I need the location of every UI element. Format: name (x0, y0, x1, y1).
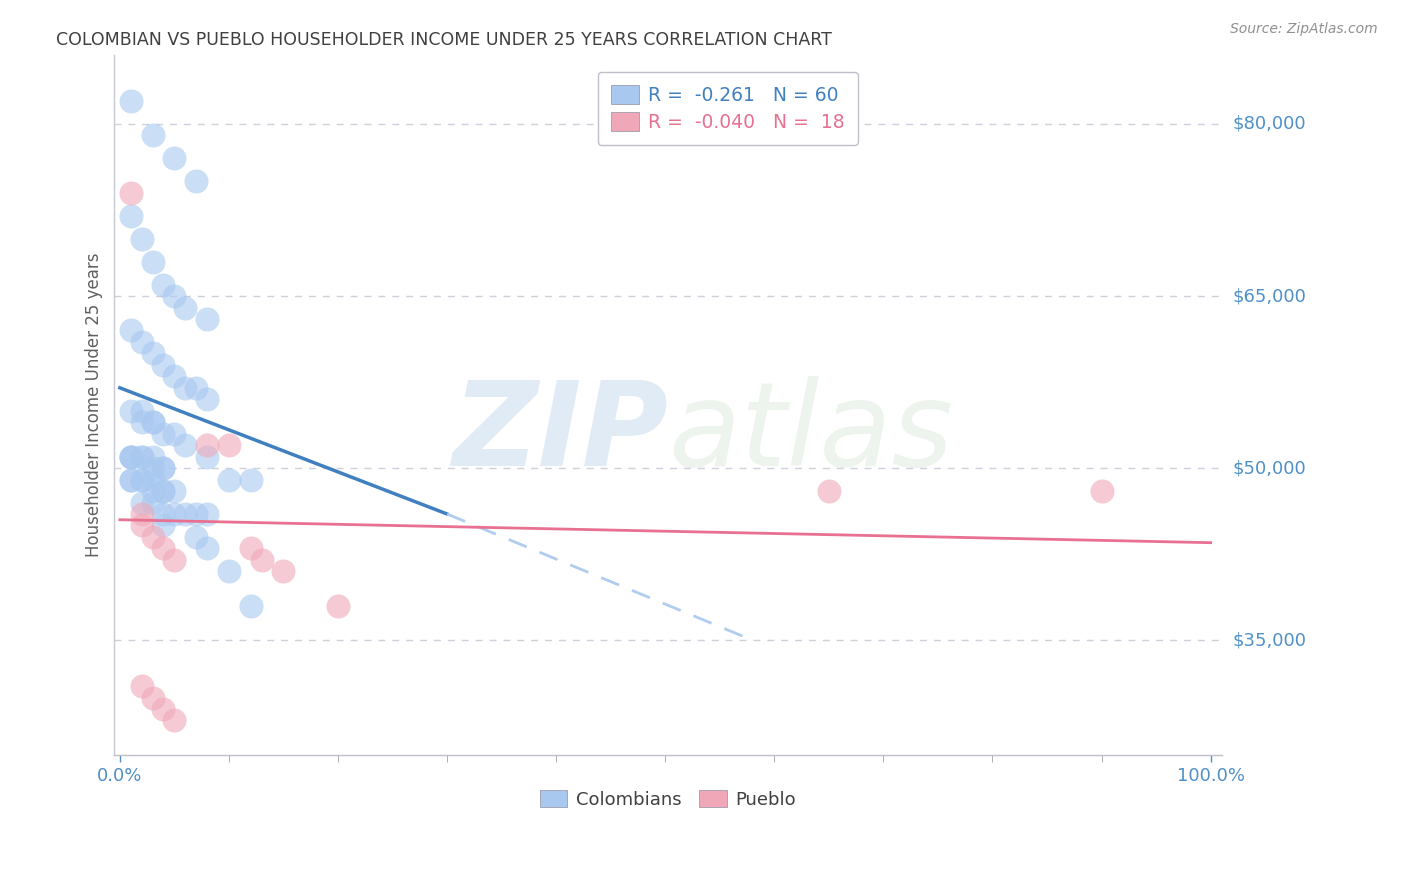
Point (131, 450, 153, 464)
Point (142, 690, 165, 705)
Point (152, 277, 174, 292)
Point (152, 507, 174, 521)
Point (142, 530, 165, 544)
Text: atlas: atlas (668, 376, 953, 490)
Point (250, 553, 273, 567)
Point (326, 599, 349, 613)
Point (120, 473, 142, 487)
Point (120, 473, 142, 487)
Point (163, 553, 186, 567)
Point (195, 392, 218, 407)
Point (163, 714, 186, 728)
Point (131, 415, 153, 429)
Point (163, 152, 186, 166)
Point (195, 541, 218, 556)
Point (142, 346, 165, 360)
Point (152, 518, 174, 533)
Text: ZIP: ZIP (451, 376, 668, 491)
Point (120, 450, 142, 464)
Point (239, 473, 262, 487)
Point (163, 507, 186, 521)
Point (131, 450, 153, 464)
Point (152, 461, 174, 475)
Point (120, 94, 142, 108)
Point (131, 403, 153, 417)
Point (120, 323, 142, 337)
Point (239, 541, 262, 556)
Point (152, 426, 174, 441)
Point (195, 507, 218, 521)
Point (142, 450, 165, 464)
Point (142, 461, 165, 475)
Point (152, 461, 174, 475)
Point (163, 289, 186, 303)
Point (120, 186, 142, 200)
Point (186, 174, 208, 188)
Text: $35,000: $35,000 (1233, 632, 1306, 649)
Point (163, 369, 186, 384)
Point (1090, 484, 1112, 499)
Text: Source: ZipAtlas.com: Source: ZipAtlas.com (1230, 22, 1378, 37)
Point (163, 484, 186, 499)
Point (120, 450, 142, 464)
Point (152, 358, 174, 372)
Point (131, 507, 153, 521)
Point (195, 312, 218, 326)
Point (131, 473, 153, 487)
Point (273, 565, 295, 579)
Point (218, 438, 240, 452)
Point (131, 473, 153, 487)
Point (174, 438, 197, 452)
Point (218, 565, 240, 579)
Point (195, 438, 218, 452)
Point (174, 507, 197, 521)
Point (186, 381, 208, 395)
Point (195, 450, 218, 464)
Point (142, 415, 165, 429)
Point (186, 507, 208, 521)
Point (152, 484, 174, 499)
Text: COLOMBIAN VS PUEBLO HOUSEHOLDER INCOME UNDER 25 YEARS CORRELATION CHART: COLOMBIAN VS PUEBLO HOUSEHOLDER INCOME U… (56, 31, 832, 49)
Point (218, 473, 240, 487)
Point (818, 484, 841, 499)
Point (152, 484, 174, 499)
Point (174, 381, 197, 395)
Point (120, 209, 142, 223)
Legend: Colombians, Pueblo: Colombians, Pueblo (533, 782, 803, 816)
Point (142, 473, 165, 487)
Point (152, 541, 174, 556)
Text: $80,000: $80,000 (1233, 115, 1306, 133)
Point (131, 232, 153, 246)
Point (142, 484, 165, 499)
Point (239, 599, 262, 613)
Point (142, 415, 165, 429)
Y-axis label: Householder Income Under 25 years: Householder Income Under 25 years (86, 252, 103, 558)
Point (152, 702, 174, 716)
Point (142, 495, 165, 509)
Point (186, 530, 208, 544)
Point (131, 334, 153, 349)
Point (142, 128, 165, 143)
Point (131, 679, 153, 693)
Point (174, 301, 197, 315)
Point (131, 518, 153, 533)
Point (163, 426, 186, 441)
Point (131, 495, 153, 509)
Text: $65,000: $65,000 (1233, 287, 1306, 305)
Point (120, 403, 142, 417)
Point (120, 450, 142, 464)
Text: $50,000: $50,000 (1233, 459, 1306, 477)
Point (142, 254, 165, 268)
